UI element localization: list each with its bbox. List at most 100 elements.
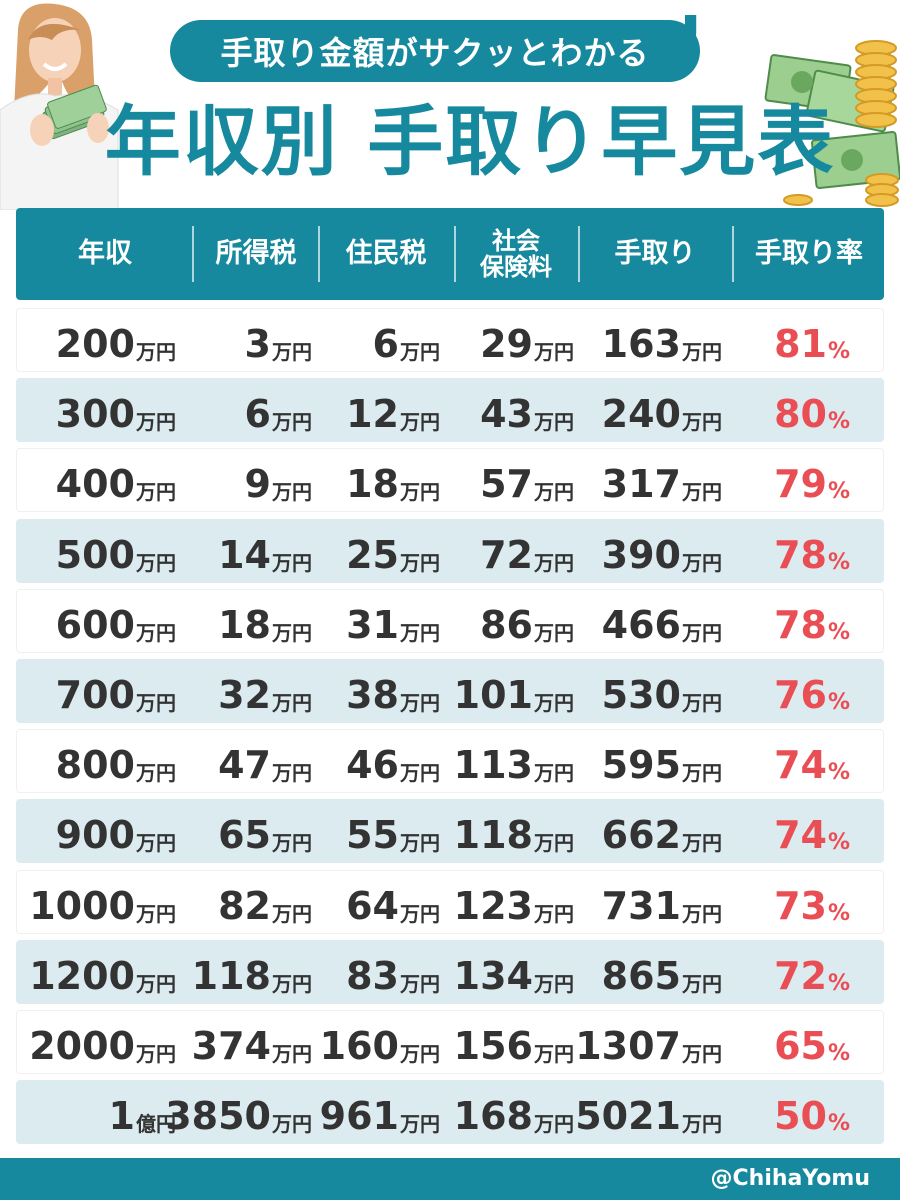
cell-value: 86 <box>480 602 533 647</box>
cell-take-home: 5021 万円 <box>575 1080 722 1144</box>
cell-unit: 万円 <box>400 971 440 996</box>
cell-income-tax: 3850 万円 <box>165 1080 312 1144</box>
cell-unit: 万円 <box>400 761 440 786</box>
cell-income-tax: 6 万円 <box>245 378 312 442</box>
column-divider <box>318 226 320 282</box>
cell-unit: 万円 <box>682 971 722 996</box>
cell-unit: % <box>827 409 850 435</box>
cell-unit: 万円 <box>272 550 312 575</box>
cell-income-tax: 14 万円 <box>218 519 312 583</box>
cell-value: 160 <box>319 1024 399 1068</box>
cell-take-home: 865 万円 <box>602 940 722 1004</box>
cell-resident-tax: 38 万円 <box>346 659 440 723</box>
cell-resident-tax: 6 万円 <box>373 308 440 372</box>
page-title: 年収別 手取り早見表 <box>104 97 836 186</box>
cell-value: 600 <box>55 602 135 647</box>
cell-social-insurance: 57 万円 <box>480 448 574 512</box>
cell-income-tax: 47 万円 <box>218 729 312 793</box>
cell-value: 14 <box>218 532 271 577</box>
cell-value: 32 <box>218 673 271 717</box>
cell-value: 168 <box>453 1094 533 1139</box>
cell-value: 74 <box>774 743 827 788</box>
cell-value: 118 <box>453 813 533 858</box>
cell-value: 57 <box>480 462 533 507</box>
cell-unit: 万円 <box>400 831 440 856</box>
cell-annual-income: 400 万円 <box>56 448 176 512</box>
cell-take-home-rate: 72% <box>774 940 850 1004</box>
cell-value: 500 <box>55 532 135 577</box>
cell-annual-income: 700 万円 <box>56 659 176 723</box>
cell-unit: % <box>827 760 850 786</box>
cell-value: 18 <box>346 462 399 507</box>
cell-unit: 万円 <box>272 620 312 645</box>
column-header-social-insurance: 社会 保険料 <box>480 227 552 281</box>
cell-unit: 万円 <box>682 410 722 435</box>
column-header-resident-tax: 住民税 <box>345 238 427 269</box>
cell-income-tax: 9 万円 <box>245 448 312 512</box>
cell-unit: 万円 <box>534 550 574 575</box>
cell-income-tax: 82 万円 <box>218 870 312 934</box>
cell-unit: 万円 <box>400 1042 440 1066</box>
cell-value: 2000 <box>29 1024 135 1068</box>
cell-value: 800 <box>55 743 135 788</box>
cell-unit: 万円 <box>534 620 574 645</box>
cell-value: 156 <box>453 1024 533 1068</box>
cell-value: 466 <box>601 602 681 647</box>
cell-annual-income: 1000 万円 <box>29 870 176 934</box>
cell-value: 81 <box>774 322 827 366</box>
cell-resident-tax: 64 万円 <box>346 870 440 934</box>
column-header-income-tax: 所得税 <box>215 238 297 269</box>
cell-unit: 万円 <box>682 550 722 575</box>
table-row: 800 万円 47 万円 46 万円 113 万円 595 万円 74% <box>16 729 884 794</box>
cell-unit: 万円 <box>136 340 176 364</box>
cell-unit: 万円 <box>682 1112 722 1137</box>
cell-value: 961 <box>319 1094 399 1139</box>
cell-value: 240 <box>601 392 681 437</box>
cell-unit: 万円 <box>534 691 574 715</box>
cell-unit: 万円 <box>534 761 574 786</box>
cell-take-home-rate: 74% <box>774 729 850 793</box>
cell-unit: 万円 <box>272 901 312 926</box>
cell-unit: 万円 <box>136 620 176 645</box>
cell-take-home: 240 万円 <box>602 378 722 442</box>
cell-social-insurance: 123 万円 <box>454 870 574 934</box>
cell-value: 700 <box>55 673 135 717</box>
cell-unit: 万円 <box>272 1042 312 1066</box>
cell-unit: 万円 <box>534 410 574 435</box>
cell-value: 1307 <box>575 1024 681 1068</box>
cell-unit: % <box>827 339 850 364</box>
cell-take-home: 1307 万円 <box>575 1010 722 1074</box>
cell-value: 390 <box>601 532 681 577</box>
cell-value: 43 <box>480 392 533 437</box>
cell-unit: 万円 <box>682 480 722 505</box>
cell-unit: 万円 <box>534 340 574 364</box>
cell-unit: 万円 <box>136 480 176 505</box>
cell-take-home-rate: 73% <box>774 870 850 934</box>
column-divider <box>454 226 456 282</box>
cell-take-home-rate: 74% <box>774 799 850 863</box>
cell-value: 731 <box>601 883 681 928</box>
cell-take-home-rate: 78% <box>774 519 850 583</box>
cell-unit: 億円 <box>136 1112 176 1137</box>
cell-social-insurance: 72 万円 <box>480 519 574 583</box>
cell-unit: 万円 <box>136 691 176 715</box>
cell-value: 74 <box>774 813 827 858</box>
column-divider <box>578 226 580 282</box>
cell-income-tax: 18 万円 <box>218 589 312 653</box>
cell-value: 72 <box>774 953 827 998</box>
table-header: 年収 所得税 住民税 社会 保険料 手取り 手取り率 <box>16 208 884 300</box>
cell-unit: % <box>827 619 850 645</box>
table-row: 2000 万円 374 万円 160 万円 156 万円 1307 万円 65% <box>16 1010 884 1074</box>
cell-unit: 万円 <box>400 1112 440 1137</box>
cell-value: 3 <box>244 322 271 366</box>
cell-value: 317 <box>601 462 681 507</box>
cell-value: 65 <box>218 813 271 858</box>
cell-unit: 万円 <box>272 831 312 856</box>
cell-unit: 万円 <box>272 340 312 364</box>
cell-unit: 万円 <box>136 1042 176 1066</box>
cell-unit: 万円 <box>682 620 722 645</box>
cell-resident-tax: 12 万円 <box>346 378 440 442</box>
cell-unit: % <box>827 1041 850 1066</box>
author-handle: @ChihaYomu <box>710 1166 870 1191</box>
